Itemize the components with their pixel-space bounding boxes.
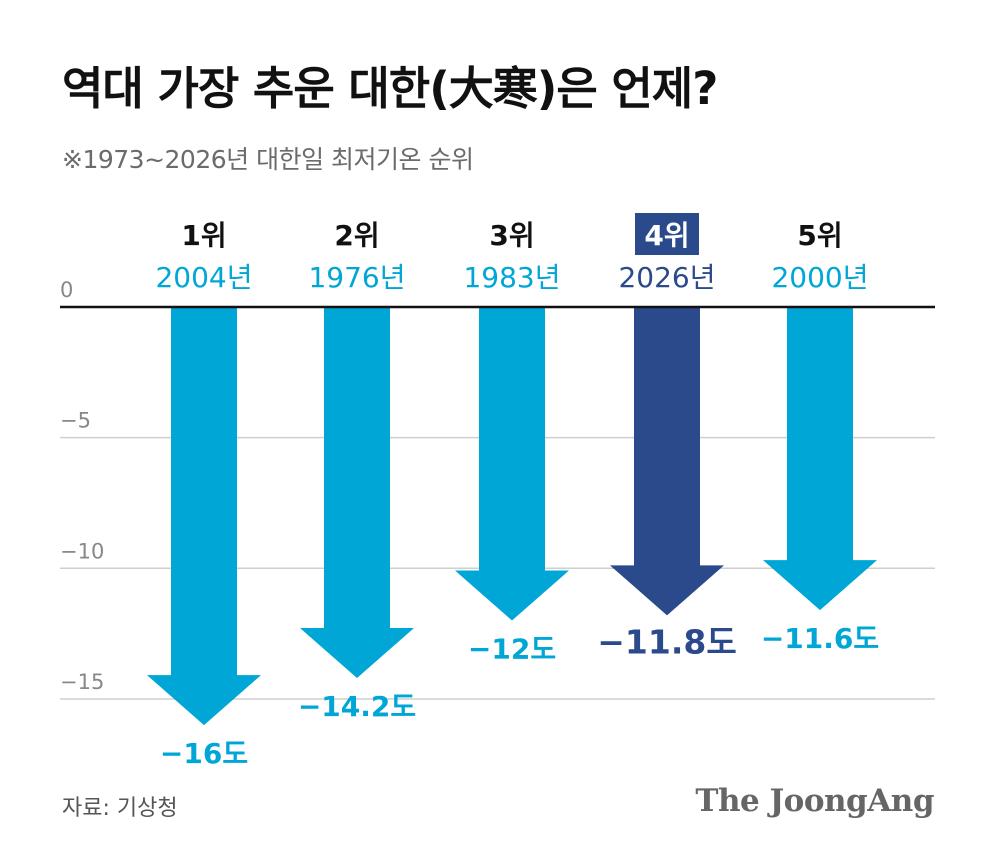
- y-tick-label: 0: [60, 278, 73, 302]
- arrow-bar: [763, 307, 877, 611]
- value-label: −11.8도: [597, 622, 736, 661]
- arrow-bar: [610, 307, 724, 616]
- value-label: −11.6도: [761, 622, 879, 655]
- rank-label: 1위: [181, 219, 226, 252]
- year-label: 1976년: [308, 261, 405, 294]
- year-label: 2004년: [155, 261, 252, 294]
- brand-logo: The JoongAng: [695, 783, 934, 819]
- arrow-bar: [300, 307, 414, 679]
- rank-label: 2위: [334, 219, 379, 252]
- year-label: 2026년: [618, 261, 715, 294]
- rank-badge: [635, 213, 699, 255]
- chart-subtitle: ※1973~2026년 대한일 최저기온 순위: [62, 145, 474, 174]
- y-tick-label: −10: [60, 539, 104, 563]
- value-label: −14.2도: [298, 690, 416, 723]
- year-label: 2000년: [771, 261, 868, 294]
- value-label: −12도: [468, 633, 556, 666]
- rank-label: 5위: [797, 219, 842, 252]
- arrow-bar: [455, 307, 569, 621]
- rank-label: 4위: [644, 219, 689, 252]
- y-tick-label: −15: [60, 670, 104, 694]
- arrow-bar: [147, 307, 261, 726]
- chart-title: 역대 가장 추운 대한(大寒)은 언제?: [62, 62, 718, 115]
- y-tick-label: −5: [60, 409, 91, 433]
- value-label: −16도: [160, 737, 248, 770]
- year-label: 1983년: [463, 261, 560, 294]
- source-note: 자료: 기상청: [62, 796, 178, 821]
- rank-label: 3위: [489, 219, 534, 252]
